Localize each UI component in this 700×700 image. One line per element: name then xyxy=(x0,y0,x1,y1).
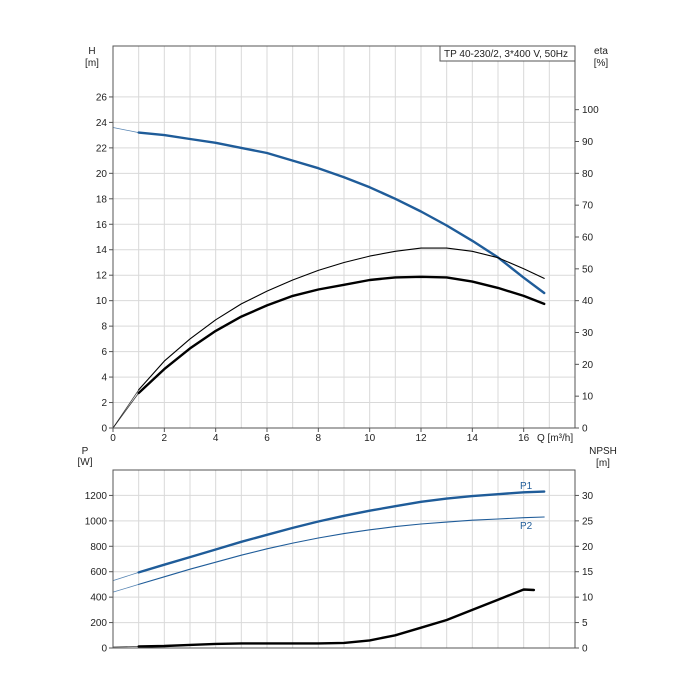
top-left-tick-label: 18 xyxy=(96,194,108,205)
top-right-tick-label: 60 xyxy=(582,233,594,244)
eta-axis-unit: [%] xyxy=(594,58,609,69)
top-series-0-extension xyxy=(112,127,139,133)
h-axis-unit: [m] xyxy=(85,58,99,69)
bottom-left-tick-label: 600 xyxy=(90,567,107,578)
top-right-tick-label: 90 xyxy=(582,137,594,148)
npsh-axis-label: NPSH xyxy=(589,446,617,457)
top-right-tick-label: 40 xyxy=(582,296,594,307)
series-label-p1: P1 xyxy=(520,481,533,492)
series-label-p2: P2 xyxy=(520,521,533,532)
x-tick-label: 0 xyxy=(110,433,116,444)
bottom-left-tick-label: 0 xyxy=(101,644,107,655)
top-left-tick-label: 14 xyxy=(96,245,108,256)
top-right-tick-label: 50 xyxy=(582,264,594,275)
top-left-tick-label: 22 xyxy=(96,143,108,154)
top-right-tick-label: 70 xyxy=(582,201,594,212)
top-series-2-extension xyxy=(112,392,140,429)
chart-title: TP 40-230/2, 3*400 V, 50Hz xyxy=(444,49,568,60)
bottom-series-2-line xyxy=(137,588,536,648)
bottom-right-tick-label: 10 xyxy=(582,593,594,604)
bottom-right-tick-label: 30 xyxy=(582,491,594,502)
top-left-tick-label: 8 xyxy=(101,322,107,333)
bottom-left-tick-label: 1200 xyxy=(85,491,108,502)
top-left-tick-label: 0 xyxy=(101,424,107,435)
bottom-right-tick-label: 0 xyxy=(582,644,588,655)
top-left-tick-label: 4 xyxy=(101,373,107,384)
bottom-series-0-extension xyxy=(112,572,139,581)
bottom-series-2-extension xyxy=(112,646,139,648)
x-tick-label: 4 xyxy=(213,433,219,444)
x-tick-label: 16 xyxy=(518,433,530,444)
top-left-tick-label: 6 xyxy=(101,347,107,358)
x-tick-label: 12 xyxy=(415,433,427,444)
top-grid xyxy=(113,46,575,428)
bottom-left-tick-label: 800 xyxy=(90,542,107,553)
bottom-grid xyxy=(113,470,575,648)
top-title-box: TP 40-230/2, 3*400 V, 50Hz xyxy=(439,45,576,62)
q-axis-label: Q [m³/h] xyxy=(537,433,573,444)
bottom-series-1-extension xyxy=(112,584,139,593)
bottom-series-0-line xyxy=(137,490,546,574)
top-right-tick-label: 20 xyxy=(582,360,594,371)
top-left-tick-label: 20 xyxy=(96,169,108,180)
p-axis-unit: [W] xyxy=(78,457,93,468)
bottom-left-tick-label: 200 xyxy=(90,618,107,629)
top-left-tick-label: 24 xyxy=(96,118,108,129)
top-series-group xyxy=(112,127,546,429)
top-ticks: 0246810121416182022242601020304050607080… xyxy=(96,92,599,444)
top-left-tick-label: 12 xyxy=(96,271,108,282)
bottom-left-tick-label: 1000 xyxy=(85,516,108,527)
x-tick-label: 8 xyxy=(316,433,322,444)
bottom-right-tick-label: 20 xyxy=(582,542,594,553)
top-right-tick-label: 30 xyxy=(582,328,594,339)
top-right-tick-label: 80 xyxy=(582,169,594,180)
bottom-ticks: 0 200 400 600 800 1000 1200 0 5 10 15 20 25 30 xyxy=(85,491,594,655)
x-tick-label: 10 xyxy=(364,433,376,444)
x-tick-label: 6 xyxy=(264,433,270,444)
top-series-2-line xyxy=(137,275,546,395)
title-box-frame xyxy=(439,45,576,62)
bottom-right-tick-label: 5 xyxy=(582,618,588,629)
x-tick-label: 14 xyxy=(467,433,479,444)
top-series-0-line xyxy=(137,131,546,295)
top-right-tick-label: 10 xyxy=(582,392,594,403)
eta-axis-label: eta xyxy=(594,46,608,57)
top-right-tick-label: 0 xyxy=(582,424,588,435)
top-right-tick-label: 100 xyxy=(582,105,599,116)
npsh-axis-unit: [m] xyxy=(596,458,610,469)
head-efficiency-panel: 0246810121416182022242601020304050607080… xyxy=(85,45,609,444)
top-left-tick-label: 26 xyxy=(96,92,108,103)
top-series-1-line xyxy=(138,247,545,391)
bottom-series-1-line xyxy=(138,516,545,585)
top-left-tick-label: 10 xyxy=(96,296,108,307)
bottom-series-group xyxy=(112,490,546,648)
bottom-plot-frame xyxy=(112,469,576,649)
h-axis-label: H xyxy=(88,46,95,57)
x-tick-label: 2 xyxy=(162,433,168,444)
p-axis-label: P xyxy=(82,446,89,457)
top-left-tick-label: 2 xyxy=(101,398,107,409)
bottom-right-tick-label: 15 xyxy=(582,567,594,578)
bottom-right-tick-label: 25 xyxy=(582,516,594,527)
top-left-tick-label: 16 xyxy=(96,220,108,231)
bottom-left-tick-label: 400 xyxy=(90,593,107,604)
